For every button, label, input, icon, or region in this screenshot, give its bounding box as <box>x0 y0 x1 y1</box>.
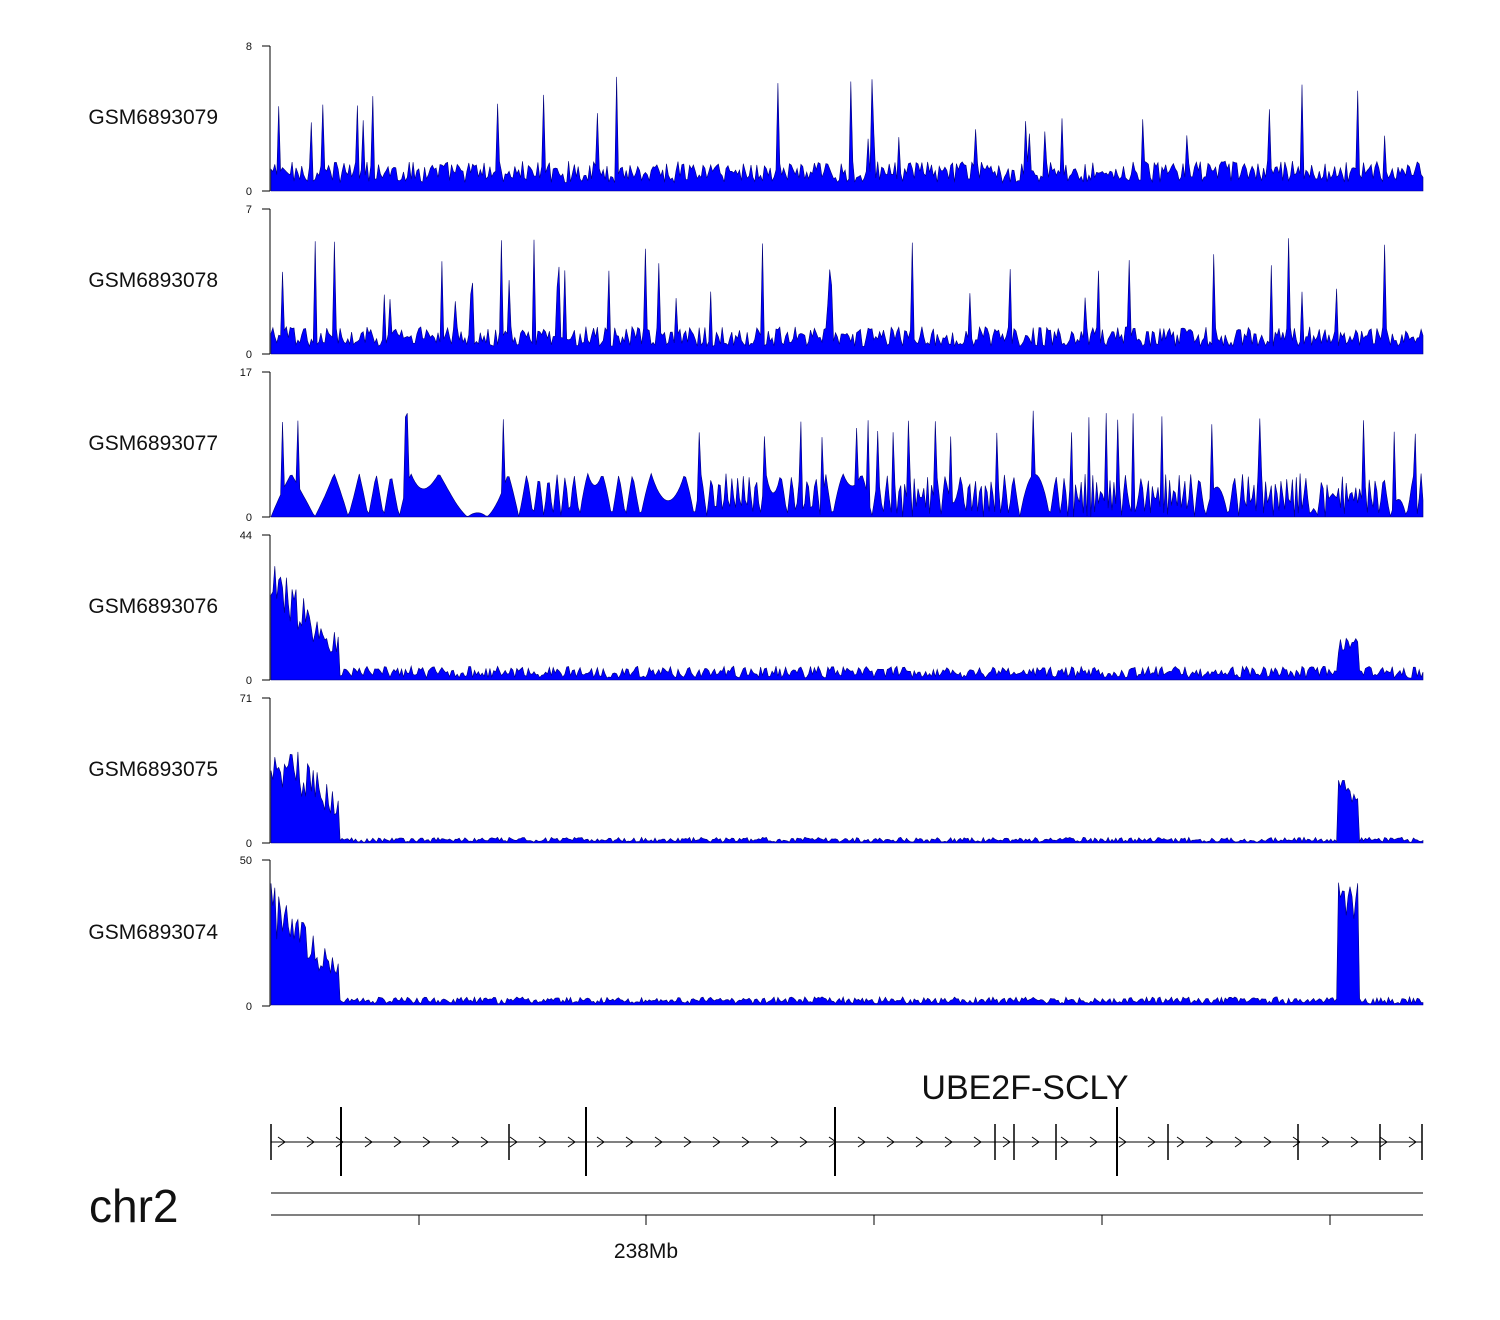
ytick-min: 0 <box>246 1001 252 1013</box>
strand-arrow <box>596 1136 605 1148</box>
track-label: GSM6893078 <box>88 269 218 292</box>
ytick-min: 0 <box>246 186 252 198</box>
track-6: GSM6893074 50 0 <box>88 855 1424 1013</box>
ytick-min: 0 <box>246 512 252 524</box>
strand-arrow <box>1205 1136 1214 1148</box>
strand-arrow <box>1263 1136 1272 1148</box>
signal-area <box>270 751 1424 844</box>
strand-arrow <box>625 1136 634 1148</box>
ytick-max: 44 <box>240 530 252 542</box>
strand-arrow <box>1350 1136 1359 1148</box>
gene-annotation: UBE2F-SCLY <box>270 1069 1423 1176</box>
strand-arrow <box>1321 1136 1330 1148</box>
track-label: GSM6893079 <box>88 106 218 129</box>
strand-arrow <box>915 1136 924 1148</box>
strand-arrow <box>654 1136 663 1148</box>
strand-arrow <box>770 1136 779 1148</box>
track-2: GSM6893078 7 0 <box>88 204 1424 361</box>
strand-arrow <box>1176 1136 1185 1148</box>
strand-arrow <box>306 1136 315 1148</box>
track-label: GSM6893074 <box>88 921 218 944</box>
strand-arrow <box>538 1136 547 1148</box>
strand-arrow <box>944 1136 953 1148</box>
exon-marks <box>270 1107 1423 1176</box>
strand-arrow <box>973 1136 982 1148</box>
signal-area <box>270 410 1424 518</box>
ytick-max: 8 <box>246 41 252 53</box>
strand-arrow <box>1118 1136 1127 1148</box>
strand-arrow <box>857 1136 866 1148</box>
strand-arrow <box>567 1136 576 1148</box>
strand-arrow <box>1002 1136 1011 1148</box>
track-4: GSM6893076 44 0 <box>88 530 1424 687</box>
strand-arrow <box>1031 1136 1040 1148</box>
strand-arrow <box>741 1136 750 1148</box>
strand-arrow <box>1408 1136 1417 1148</box>
strand-arrow <box>886 1136 895 1148</box>
strand-arrow <box>393 1136 402 1148</box>
ytick-max: 50 <box>240 855 252 867</box>
chromosome-label: chr2 <box>89 1180 178 1232</box>
strand-arrow <box>480 1136 489 1148</box>
track-1: GSM6893079 8 0 <box>88 41 1424 198</box>
ytick-max: 17 <box>240 367 252 379</box>
ytick-min: 0 <box>246 675 252 687</box>
strand-arrows <box>277 1136 1417 1148</box>
strand-arrow <box>509 1136 518 1148</box>
strand-arrow <box>364 1136 373 1148</box>
ytick-min: 0 <box>246 838 252 850</box>
strand-arrow <box>799 1136 808 1148</box>
signal-area <box>270 882 1424 1006</box>
chromosome-axis: chr2 238Mb <box>89 1180 1423 1263</box>
track-label: GSM6893075 <box>88 758 218 781</box>
track-label: GSM6893077 <box>88 432 218 455</box>
strand-arrow <box>1089 1136 1098 1148</box>
strand-arrow <box>1234 1136 1243 1148</box>
strand-arrow <box>277 1136 286 1148</box>
strand-arrow <box>683 1136 692 1148</box>
ytick-min: 0 <box>246 349 252 361</box>
ytick-max: 71 <box>240 693 252 705</box>
strand-arrow <box>451 1136 460 1148</box>
track-5: GSM6893075 71 0 <box>88 693 1424 850</box>
signal-area <box>270 238 1424 355</box>
strand-arrow <box>1292 1136 1301 1148</box>
strand-arrow <box>828 1136 837 1148</box>
strand-arrow <box>1147 1136 1156 1148</box>
track-3: GSM6893077 17 0 <box>88 367 1424 524</box>
strand-arrow <box>1379 1136 1388 1148</box>
strand-arrow <box>422 1136 431 1148</box>
strand-arrow <box>335 1136 344 1148</box>
signal-area <box>270 76 1424 192</box>
gene-name: UBE2F-SCLY <box>921 1069 1128 1107</box>
track-label: GSM6893076 <box>88 595 218 618</box>
signal-area <box>270 566 1424 681</box>
strand-arrow <box>712 1136 721 1148</box>
axis-tick-label: 238Mb <box>614 1240 678 1263</box>
strand-arrow <box>1060 1136 1069 1148</box>
ytick-max: 7 <box>246 204 252 216</box>
